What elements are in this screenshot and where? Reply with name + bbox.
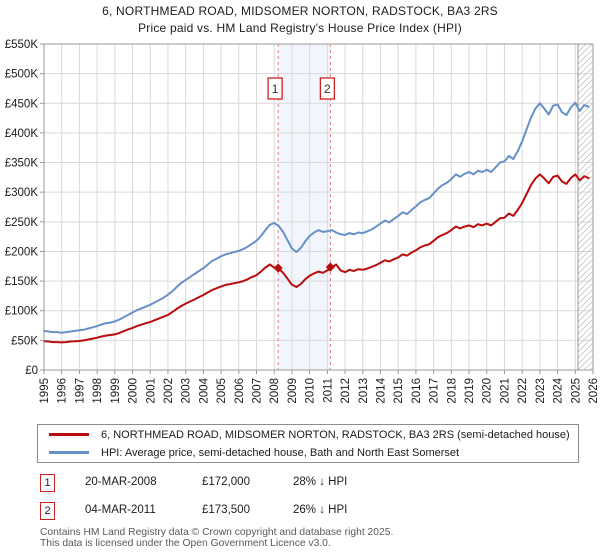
footer-line-1: Contains HM Land Registry data © Crown c… [40, 527, 394, 538]
y-tick-label: £50K [11, 335, 38, 347]
x-tick-label: 2015 [393, 378, 405, 404]
x-tick-label: 2014 [375, 377, 387, 403]
y-tick-label: £100K [5, 306, 39, 318]
y-tick-label: £450K [5, 98, 39, 110]
y-tick-label: £300K [5, 187, 39, 199]
x-tick-label: 2018 [446, 378, 458, 404]
sale-1-date: 20-MAR-2008 [85, 476, 157, 488]
sale-2-price: £173,500 [202, 504, 250, 516]
x-tick-label: 1995 [39, 378, 51, 404]
sale-2-hpi-delta: 26% ↓ HPI [293, 504, 348, 516]
sale-2-date: 04-MAR-2011 [85, 504, 156, 516]
sale-point-2 [325, 262, 335, 272]
plot-border [43, 43, 594, 371]
y-tick-label: £400K [5, 128, 39, 140]
y-tick-label: £0 [25, 365, 38, 377]
x-tick-label: 2005 [216, 378, 228, 404]
sale-annotation-row-2: 2 04-MAR-2011 £173,500 26% ↓ HPI [0, 502, 600, 522]
y-tick-label: £500K [5, 69, 39, 81]
x-tick-label: 2010 [305, 378, 317, 404]
x-tick-label: 2016 [411, 378, 423, 404]
y-tick-label: £550K [5, 39, 39, 51]
y-tick-label: £150K [5, 276, 39, 288]
y-tick-label: £250K [5, 217, 39, 229]
sale-marker-box-1 [267, 77, 283, 100]
x-tick-label: 2007 [252, 378, 264, 404]
sale-1-marker-label: 1 [40, 474, 55, 492]
sale-marker-num-1: 1 [272, 82, 279, 96]
x-tick-label: 2020 [482, 378, 494, 404]
sale-1-hpi-delta: 28% ↓ HPI [293, 476, 348, 488]
x-tick-label: 2019 [464, 378, 476, 404]
legend-label-price-paid: 6, NORTHMEAD ROAD, MIDSOMER NORTON, RADS… [101, 428, 570, 441]
x-tick-label: 2017 [429, 378, 441, 404]
y-tick-label: £350K [5, 158, 39, 170]
legend-label-hpi: HPI: Average price, semi-detached house,… [101, 446, 460, 459]
x-tick-label: 2024 [553, 377, 565, 403]
legend-row-hpi: HPI: Average price, semi-detached house,… [38, 445, 578, 460]
x-tick-label: 2011 [322, 378, 334, 403]
x-tick-label: 1996 [57, 378, 69, 404]
x-tick-label: 2001 [145, 378, 157, 404]
x-tick-label: 2022 [517, 378, 529, 404]
x-tick-label: 2004 [198, 377, 210, 403]
x-tick-label: 2021 [499, 378, 511, 404]
page-title: 6, NORTHMEAD ROAD, MIDSOMER NORTON, RADS… [102, 4, 498, 18]
x-tick-label: 2012 [340, 378, 352, 404]
legend-row-price-paid: 6, NORTHMEAD ROAD, MIDSOMER NORTON, RADS… [38, 427, 578, 442]
y-tick-label: £200K [5, 246, 39, 258]
copyright-footer: Contains HM Land Registry data © Crown c… [40, 527, 394, 550]
x-tick-label: 2006 [234, 378, 246, 404]
x-tick-label: 1998 [92, 378, 104, 404]
x-tick-label: 2008 [269, 378, 281, 404]
x-tick-label: 2023 [535, 378, 547, 404]
legend: 6, NORTHMEAD ROAD, MIDSOMER NORTON, RADS… [37, 424, 579, 463]
hpi-line-swatch [49, 451, 89, 454]
sale-marker-num-2: 2 [324, 82, 331, 96]
x-tick-label: 2026 [588, 378, 600, 404]
footer-line-2: This data is licensed under the Open Gov… [40, 537, 331, 549]
price-paid-line [43, 173, 590, 344]
page-subtitle: Price paid vs. HM Land Registry's House … [138, 21, 462, 35]
price-chart: 1 2 £0 £50K £100K £150K £200K £250K £300K £350K £4… [5, 39, 600, 404]
x-tick-label: 2009 [287, 378, 299, 404]
x-tick-label: 1997 [74, 378, 86, 404]
sale-annotation-row-1: 1 20-MAR-2008 £172,000 28% ↓ HPI [0, 474, 600, 494]
sale-marker-box-2 [319, 77, 336, 100]
hpi-line [43, 101, 590, 334]
sale-2-marker-label: 2 [40, 502, 55, 520]
x-tick-label: 2003 [181, 378, 193, 404]
x-tick-label: 1999 [110, 378, 122, 404]
x-tick-label: 2000 [128, 378, 140, 404]
x-tick-label: 2002 [163, 378, 175, 404]
price-paid-line-swatch [49, 433, 89, 436]
sale-point-1 [273, 263, 283, 273]
sale-1-price: £172,000 [202, 476, 250, 488]
x-tick-label: 2013 [358, 378, 370, 404]
no-data-hatch-region [577, 44, 593, 370]
x-tick-label: 2025 [570, 378, 582, 404]
axis-ticks [40, 43, 594, 374]
